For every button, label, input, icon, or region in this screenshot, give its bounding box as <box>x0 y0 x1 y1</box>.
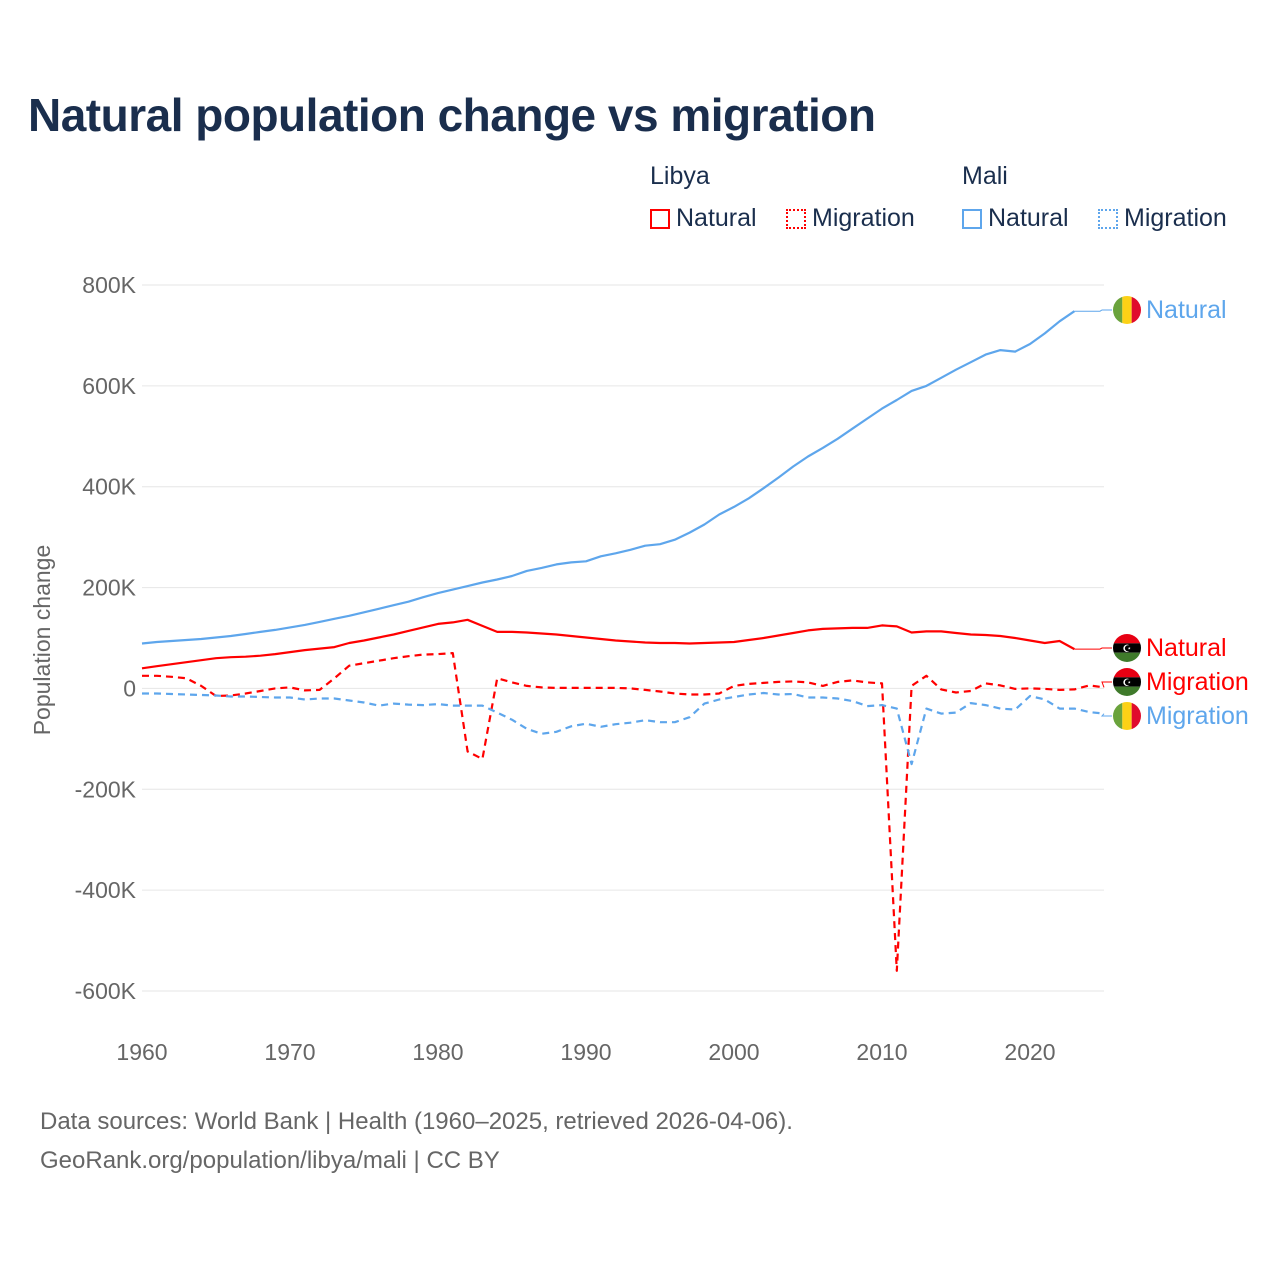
series-line-mali-natural <box>141 310 1076 645</box>
label-connector <box>1100 713 1112 717</box>
x-tick-label: 1970 <box>264 1039 315 1065</box>
libya-flag-icon: ☪ <box>1113 668 1141 696</box>
y-tick-label: 400K <box>82 474 136 500</box>
footer-url[interactable]: GeoRank.org/population/libya/mali | CC B… <box>40 1147 500 1174</box>
legend-libya-natural[interactable]: Natural <box>650 204 757 233</box>
svg-text:☪: ☪ <box>1123 678 1132 689</box>
label-connector <box>1101 681 1112 688</box>
legend-mali-migration[interactable]: Migration <box>1098 204 1227 233</box>
legend-libya-migration[interactable]: Migration <box>786 204 915 233</box>
x-tick-label: 2010 <box>856 1039 907 1065</box>
legend-mali-natural[interactable]: Natural <box>962 204 1069 233</box>
x-tick-label: 2000 <box>708 1039 759 1065</box>
series-line-libya-migration <box>142 652 1105 972</box>
legend-label: Natural <box>676 204 757 232</box>
y-tick-label: 800K <box>82 272 136 298</box>
y-tick-label: -600K <box>75 978 137 1004</box>
legend-swatch <box>1098 208 1118 229</box>
label-connector <box>1074 647 1112 650</box>
chart-title: Natural population change vs migration <box>28 89 876 141</box>
label-connector <box>1074 309 1112 312</box>
mali-flag-icon <box>1113 702 1141 730</box>
legend-label: Migration <box>812 204 915 232</box>
legend-label: Migration <box>1124 204 1227 232</box>
legend-group-libya: Libya <box>650 162 710 190</box>
legend-group-mali: Mali <box>962 162 1008 190</box>
end-label-mali-natural: Natural <box>1146 296 1227 324</box>
x-tick-label: 1990 <box>560 1039 611 1065</box>
series-line-mali-migration <box>142 691 1105 766</box>
legend-swatch <box>786 208 806 229</box>
y-tick-label: 600K <box>82 373 136 399</box>
series-line-libya-natural <box>141 618 1075 670</box>
x-tick-label: 1960 <box>116 1039 167 1065</box>
legend-swatch <box>962 208 982 229</box>
libya-flag-icon: ☪ <box>1113 634 1141 662</box>
y-tick-label: -400K <box>75 877 137 903</box>
footer-sources: Data sources: World Bank | Health (1960–… <box>40 1108 793 1135</box>
end-label-libya-migration: Migration <box>1146 668 1249 696</box>
legend-label: Natural <box>988 204 1069 232</box>
x-tick-label: 1980 <box>412 1039 463 1065</box>
legend-swatch <box>650 208 670 229</box>
end-label-libya-natural: Natural <box>1146 634 1227 662</box>
end-label-mali-migration: Migration <box>1146 702 1249 730</box>
y-axis-label: Population change <box>29 545 55 736</box>
x-tick-label: 2020 <box>1004 1039 1055 1065</box>
y-tick-label: 0 <box>123 675 136 701</box>
y-tick-label: 200K <box>82 575 136 601</box>
mali-flag-icon <box>1113 296 1141 324</box>
svg-text:☪: ☪ <box>1123 644 1132 655</box>
y-tick-label: -200K <box>75 776 137 802</box>
